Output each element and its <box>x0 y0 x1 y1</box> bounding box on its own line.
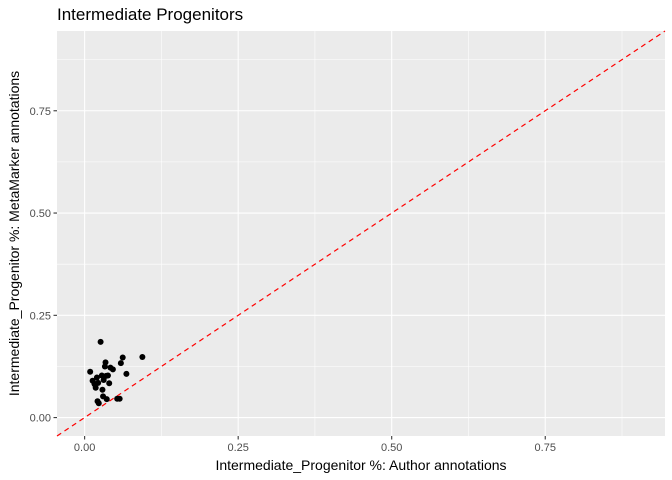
data-point <box>119 354 126 361</box>
x-tick-label: 0.00 <box>74 442 95 454</box>
points-layer <box>87 338 146 407</box>
minor-gridlines <box>57 31 665 436</box>
data-point <box>116 395 123 402</box>
y-tick-label: 0.25 <box>30 310 51 322</box>
data-point <box>99 386 106 393</box>
data-point <box>93 374 100 381</box>
major-gridlines <box>57 31 665 436</box>
reference-line-layer <box>56 30 666 437</box>
y-tick-label: 0.75 <box>30 106 51 118</box>
data-point <box>106 380 113 387</box>
data-point <box>98 372 105 379</box>
axes-layer: 0.00 0.25 0.50 0.75 0.00 0.25 0.50 0.75 <box>30 106 556 454</box>
data-point <box>117 360 124 367</box>
x-tick-label: 0.25 <box>227 442 248 454</box>
data-point <box>102 359 109 366</box>
y-axis-title: Intermediate_Progenitor %: MetaMarker an… <box>6 71 22 396</box>
x-tick-label: 0.50 <box>381 442 402 454</box>
data-point <box>103 396 110 403</box>
y-tick-label: 0.00 <box>30 413 51 425</box>
data-point <box>109 366 116 373</box>
data-point <box>87 368 94 375</box>
data-point <box>95 379 102 386</box>
identity-reference-line <box>56 30 666 437</box>
y-tick-label: 0.50 <box>30 208 51 220</box>
chart-title: Intermediate Progenitors <box>57 5 243 24</box>
data-point <box>95 400 102 407</box>
data-point <box>123 370 130 377</box>
data-point <box>92 384 99 391</box>
x-tick-label: 0.75 <box>535 442 556 454</box>
data-point <box>104 372 111 379</box>
data-point <box>97 338 104 345</box>
x-axis-title: Intermediate_Progenitor %: Author annota… <box>215 457 506 473</box>
data-point <box>139 354 146 361</box>
